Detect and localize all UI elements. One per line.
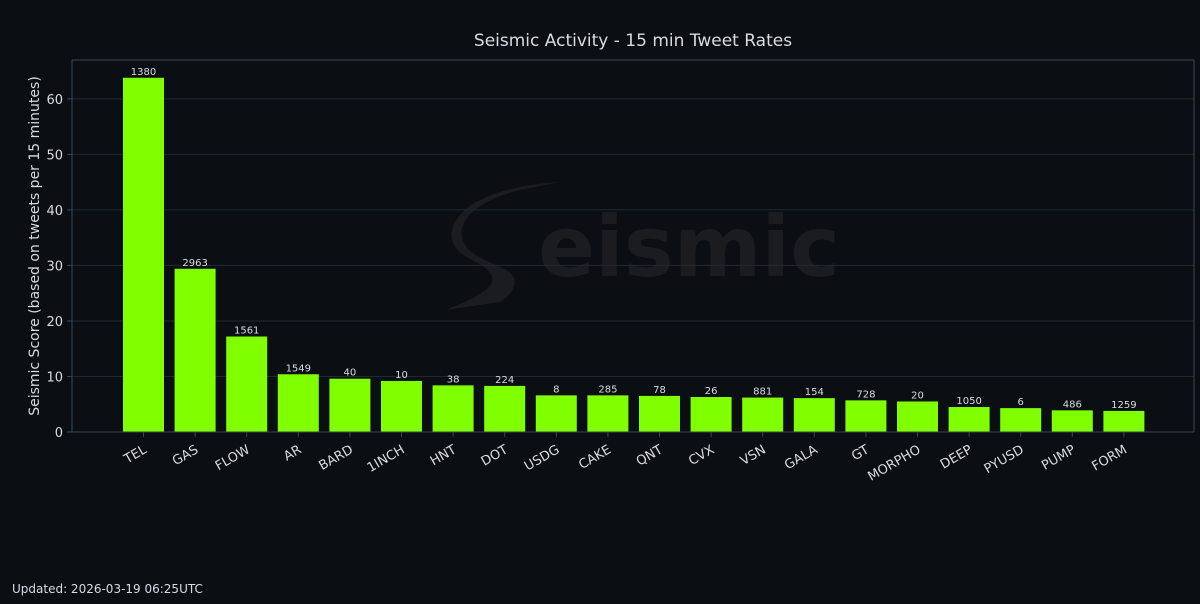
axes	[67, 59, 1195, 437]
bar-value-label-deep: 1050	[956, 396, 981, 407]
x-tick-label-gas: GAS	[170, 442, 201, 469]
bar-value-label-cake: 285	[598, 384, 617, 395]
x-tick-label-dot: DOT	[479, 442, 511, 469]
x-tick-label-bard: BARD	[316, 442, 355, 473]
y-tick-label-40: 40	[46, 204, 63, 219]
bar-value-label-usdg: 8	[553, 384, 559, 395]
x-tick-label-ar: AR	[281, 442, 304, 464]
bar-value-label-ar: 1549	[286, 363, 311, 374]
x-tick-label-morpho: MORPHO	[865, 442, 923, 484]
bar-pump	[1051, 410, 1093, 432]
y-tick-label-20: 20	[46, 315, 63, 330]
bar-deep	[948, 407, 990, 432]
bar-value-label-qnt: 78	[653, 385, 666, 396]
x-tick-label-pyusd: PYUSD	[982, 442, 1027, 477]
x-tick-label-tel: TEL	[121, 442, 150, 468]
y-tick-label-50: 50	[46, 148, 63, 163]
x-tick-label-gala: GALA	[782, 442, 820, 473]
watermark-text: eismic	[538, 198, 840, 296]
bar-value-label-vsn: 881	[753, 387, 772, 398]
bar-cvx	[690, 397, 732, 432]
x-tick-label-hnt: HNT	[428, 442, 459, 469]
y-axis-label: Seismic Score (based on tweets per 15 mi…	[27, 76, 43, 416]
bar-value-label-gala: 154	[805, 387, 824, 398]
bar-value-label-cvx: 26	[705, 386, 718, 397]
chart-title: Seismic Activity - 15 min Tweet Rates	[474, 31, 792, 51]
bar-value-label-gas: 2963	[182, 258, 207, 269]
x-tick-label-gt: GT	[849, 442, 872, 464]
bar-value-label-flow: 1561	[234, 326, 259, 337]
bar-value-label-pump: 486	[1063, 399, 1082, 410]
x-tick-label-1inch: 1INCH	[365, 442, 408, 475]
bar-value-label-hnt: 38	[447, 374, 460, 385]
bar-usdg	[535, 395, 577, 432]
y-tick-label-60: 60	[46, 93, 63, 108]
bar-vsn	[742, 397, 784, 432]
y-tick-labels: 0 10 20 30 40 50 60	[46, 93, 63, 441]
grid-lines	[72, 98, 1194, 377]
x-tick-label-cvx: CVX	[686, 442, 717, 468]
bar-value-label-1inch: 10	[395, 370, 408, 381]
bar-pyusd	[1000, 408, 1042, 432]
bar-value-labels: 1380 2963 1561 1549 40 10 38 224 8 285 78 26 881 154 7…	[131, 67, 1137, 411]
x-tick-label-usdg: USDG	[522, 442, 562, 474]
bar-ar	[277, 374, 319, 432]
bar-gala	[793, 398, 835, 432]
x-tick-label-form: FORM	[1090, 442, 1130, 474]
bar-form	[1103, 410, 1145, 432]
bar-value-label-dot: 224	[495, 375, 514, 386]
bar-1inch	[381, 380, 422, 432]
y-tick-label-0: 0	[55, 426, 63, 441]
x-tick-label-vsn: VSN	[738, 442, 769, 468]
bar-value-label-morpho: 20	[911, 390, 924, 401]
bar-value-label-bard: 40	[344, 368, 357, 379]
bar-flow	[226, 336, 268, 432]
bar-value-label-pyusd: 6	[1018, 397, 1024, 408]
bar-tel	[123, 77, 164, 433]
bar-bard	[329, 378, 371, 432]
updated-timestamp: Updated: 2026-03-19 06:25UTC	[12, 582, 203, 596]
bar-value-label-form: 1259	[1111, 400, 1136, 411]
bar-value-label-gt: 728	[856, 389, 875, 400]
y-tick-label-30: 30	[46, 259, 63, 274]
x-tick-label-pump: PUMP	[1039, 442, 1078, 473]
x-tick-label-flow: FLOW	[213, 442, 253, 474]
watermark-s-mark-icon	[446, 182, 560, 310]
bar-hnt	[432, 385, 474, 432]
bar-gt	[845, 400, 887, 432]
y-tick-label-10: 10	[46, 370, 63, 385]
bar-morpho	[897, 401, 938, 432]
x-tick-label-cake: CAKE	[576, 442, 614, 472]
x-tick-label-qnt: QNT	[634, 442, 666, 469]
bar-dot	[484, 385, 526, 432]
bar-gas	[174, 268, 216, 432]
bar-cake	[587, 395, 629, 432]
x-tick-label-deep: DEEP	[938, 442, 975, 472]
x-tick-labels: TEL GAS FLOW AR BARD 1INCH HNT DOT USDG CAKE QNT CV…	[121, 442, 1130, 485]
bars	[123, 77, 1145, 433]
bar-qnt	[639, 395, 680, 432]
seismic-watermark-logo: eismic	[446, 182, 840, 310]
bar-value-label-tel: 1380	[131, 67, 156, 78]
